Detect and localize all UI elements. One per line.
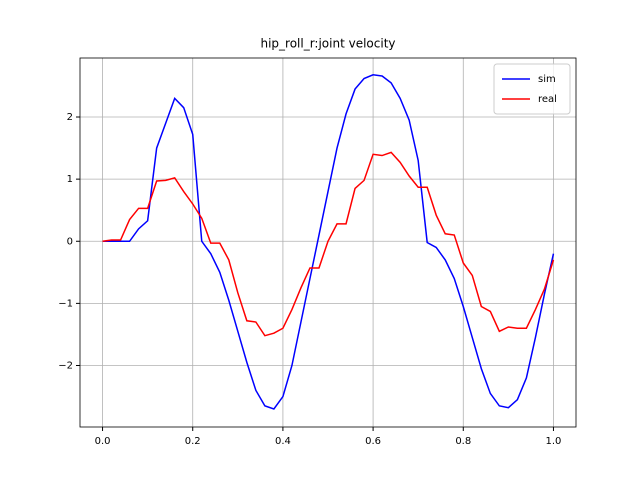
legend-label: sim xyxy=(538,74,556,85)
chart-title: hip_roll_r:joint velocity xyxy=(260,37,395,51)
y-tick-label: 2 xyxy=(67,112,73,123)
y-tick-label: −1 xyxy=(58,298,73,309)
x-tick-label: 0.4 xyxy=(275,436,291,447)
x-tick-label: 1.0 xyxy=(546,436,562,447)
x-tick-label: 0.2 xyxy=(185,436,201,447)
line-series xyxy=(102,74,555,410)
legend-box xyxy=(493,63,571,115)
x-tick-label: 0.0 xyxy=(95,436,111,447)
y-tick-label: 1 xyxy=(67,174,73,185)
line-series xyxy=(102,151,555,337)
y-tick-label: −2 xyxy=(58,361,73,372)
axes-frame xyxy=(79,57,577,428)
y-tick-label: 0 xyxy=(67,236,73,247)
x-tick-label: 0.8 xyxy=(455,436,471,447)
x-tick-label: 0.6 xyxy=(365,436,381,447)
legend-label: real xyxy=(538,94,557,105)
